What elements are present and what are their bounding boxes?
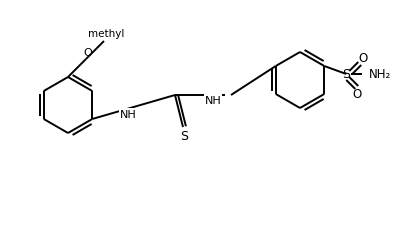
- Text: S: S: [180, 129, 188, 142]
- Text: O: O: [84, 48, 92, 58]
- Text: NH: NH: [120, 110, 137, 119]
- Text: O: O: [353, 87, 362, 100]
- Text: O: O: [359, 51, 368, 64]
- Text: NH: NH: [205, 96, 222, 106]
- Text: S: S: [342, 68, 350, 81]
- Text: methyl: methyl: [88, 29, 124, 39]
- Text: NH₂: NH₂: [369, 68, 391, 81]
